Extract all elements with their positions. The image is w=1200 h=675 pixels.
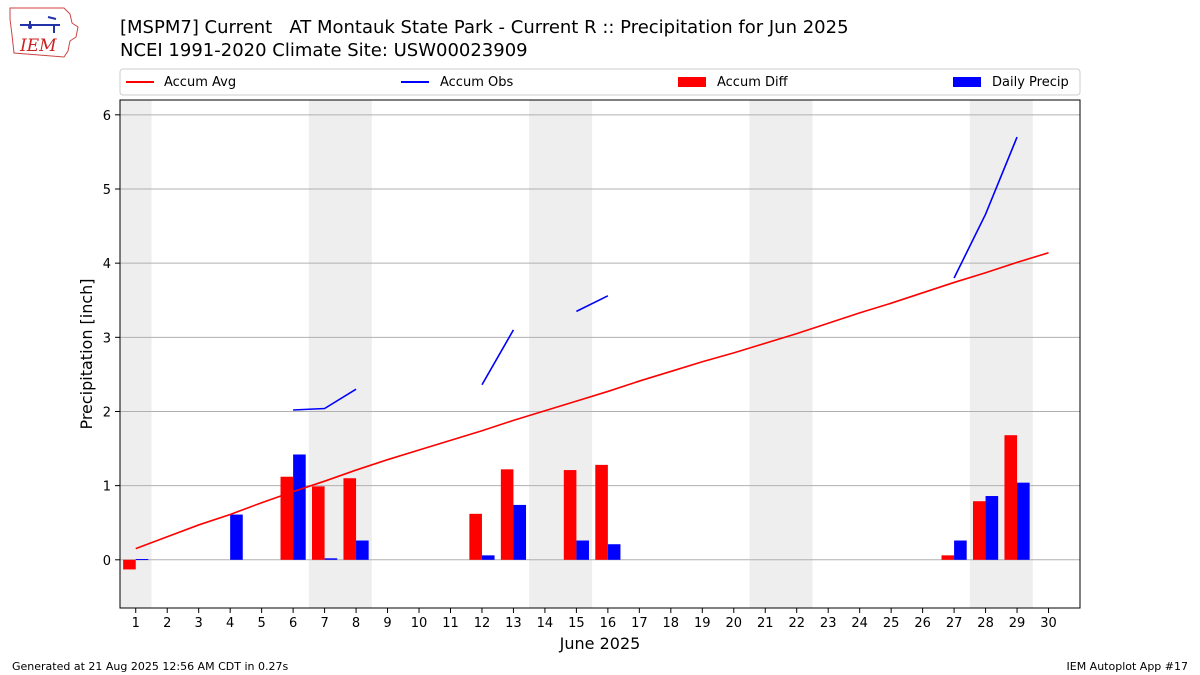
legend-label-accum-diff: Accum Diff — [717, 75, 789, 90]
chart-title: [MSPM7] Current AT Montauk State Park - … — [120, 17, 849, 38]
x-tick-label-26: 26 — [914, 616, 931, 631]
x-tick-label-5: 5 — [257, 616, 265, 631]
accum-diff-bar-7 — [312, 486, 325, 560]
daily-precip-bar-28 — [985, 496, 999, 560]
legend-label-accum-avg: Accum Avg — [164, 75, 236, 90]
x-tick-label-14: 14 — [537, 616, 554, 631]
daily-precip-bar-1 — [135, 559, 149, 561]
accum-diff-bar-16 — [595, 464, 608, 560]
accum-diff-bar-28 — [972, 501, 986, 560]
x-tick-label-3: 3 — [195, 616, 203, 631]
y-tick-label-0: 0 — [103, 554, 111, 569]
x-tick-label-8: 8 — [352, 616, 360, 631]
accum-diff-bar-6 — [280, 476, 294, 560]
x-tick-label-30: 30 — [1040, 616, 1057, 631]
x-tick-label-29: 29 — [1009, 616, 1026, 631]
accum-diff-bar-8 — [343, 478, 357, 560]
x-tick-label-13: 13 — [505, 616, 522, 631]
x-tick-label-21: 21 — [757, 616, 774, 631]
daily-precip-bar-16 — [607, 544, 621, 560]
x-tick-label-28: 28 — [977, 616, 994, 631]
y-tick-label-1: 1 — [103, 480, 111, 495]
weekend-shade-2 — [529, 100, 593, 608]
weekend-shade-0 — [120, 100, 152, 608]
accum-avg-line — [135, 252, 1049, 550]
x-axis-label: June 2025 — [559, 634, 641, 653]
weather-station-icon — [20, 16, 60, 33]
legend-swatch-daily-precip — [953, 77, 981, 87]
accum-obs-line-segment-0 — [293, 388, 357, 411]
lines — [135, 136, 1049, 550]
x-tick-label-9: 9 — [383, 616, 391, 631]
x-tick-label-27: 27 — [946, 616, 963, 631]
footer-generated: Generated at 21 Aug 2025 12:56 AM CDT in… — [12, 660, 289, 673]
station-dot-icon — [28, 25, 32, 29]
weekend-shade-3 — [749, 100, 813, 608]
daily-precip-bar-6 — [293, 454, 306, 560]
x-tick-label-15: 15 — [568, 616, 585, 631]
x-tick-label-11: 11 — [442, 616, 459, 631]
iem-logo: IEM — [9, 7, 79, 58]
chart-subtitle: NCEI 1991-2020 Climate Site: USW00023909 — [120, 40, 528, 61]
legend-swatch-accum-diff — [678, 77, 706, 87]
accum-obs-line-segment-1 — [481, 329, 515, 386]
legend-label-daily-precip: Daily Precip — [992, 75, 1069, 90]
legend-frame — [119, 68, 1081, 96]
accum-diff-bar-13 — [500, 469, 514, 560]
y-tick-label-2: 2 — [103, 405, 111, 420]
daily-precip-bar-4 — [230, 514, 243, 560]
x-tick-label-10: 10 — [411, 616, 428, 631]
y-axis-label: Precipitation [inch] — [77, 278, 96, 429]
x-tick-label-17: 17 — [631, 616, 648, 631]
accum-diff-bar-12 — [469, 513, 482, 560]
footer-app: IEM Autoplot App #17 — [1066, 660, 1189, 673]
daily-precip-bar-8 — [356, 540, 369, 560]
iowa-outline-icon — [9, 7, 79, 58]
x-tick-label-16: 16 — [600, 616, 617, 631]
x-tick-label-19: 19 — [694, 616, 711, 631]
x-tick-label-1: 1 — [132, 616, 140, 631]
y-tick-label-5: 5 — [103, 183, 111, 198]
plot-frame — [119, 99, 1081, 609]
accum-diff-bar-1 — [123, 559, 136, 570]
y-tick-label-4: 4 — [103, 257, 111, 272]
y-tick-label-6: 6 — [103, 109, 111, 124]
accum-diff-bar-29 — [1004, 435, 1018, 560]
accum-obs-line-segment-2 — [576, 295, 609, 313]
x-tick-label-18: 18 — [663, 616, 680, 631]
daily-precip-bar-13 — [513, 504, 527, 560]
daily-precip-bar-27 — [954, 540, 967, 560]
x-tick-label-20: 20 — [725, 616, 742, 631]
daily-precip-bar-7 — [324, 558, 338, 560]
x-tick-label-23: 23 — [820, 616, 837, 631]
accum-diff-bar-15 — [563, 470, 577, 560]
x-tick-label-25: 25 — [883, 616, 900, 631]
logo-text: IEM — [19, 36, 57, 56]
daily-precip-bar-29 — [1017, 482, 1030, 560]
x-tick-label-2: 2 — [163, 616, 171, 631]
bars — [123, 435, 1030, 570]
accum-diff-bar-27 — [941, 555, 955, 560]
x-tick-label-12: 12 — [474, 616, 491, 631]
daily-precip-bar-15 — [576, 540, 589, 560]
legend-label-accum-obs: Accum Obs — [440, 75, 513, 90]
x-tick-label-4: 4 — [226, 616, 234, 631]
x-tick-label-24: 24 — [851, 616, 868, 631]
daily-precip-bar-12 — [481, 555, 495, 560]
legend: Accum Avg Accum Obs Accum Diff Daily Pre… — [119, 68, 1081, 96]
x-tick-label-6: 6 — [289, 616, 297, 631]
accum-obs-line-segment-3 — [953, 136, 1018, 279]
x-tick-label-7: 7 — [320, 616, 328, 631]
y-tick-label-3: 3 — [103, 331, 111, 346]
x-tick-label-22: 22 — [788, 616, 805, 631]
